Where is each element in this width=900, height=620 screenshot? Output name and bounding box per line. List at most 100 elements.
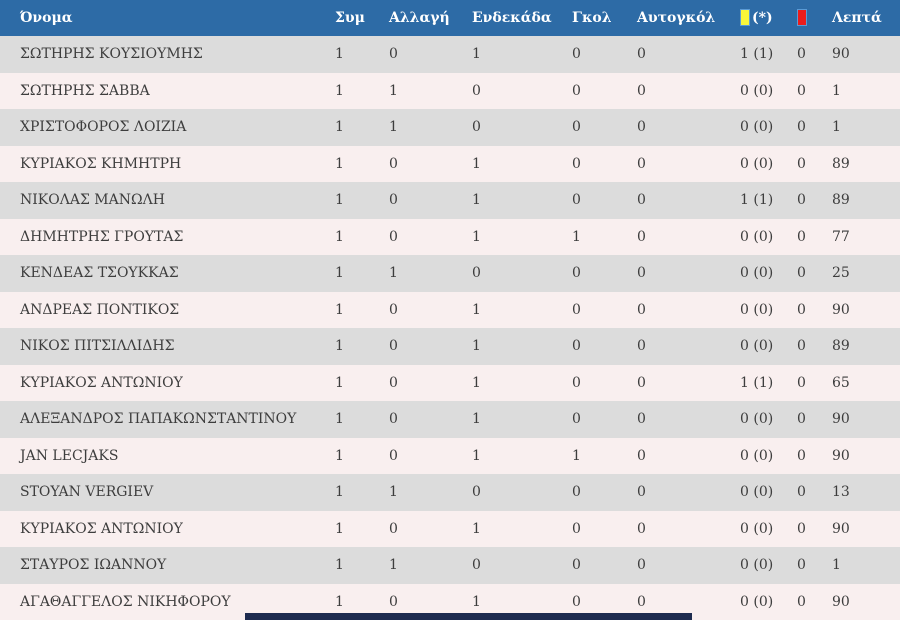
column-header-red <box>797 0 832 36</box>
cell-endekada: 0 <box>472 82 481 99</box>
column-label-lepta: Λεπτά <box>832 10 882 26</box>
cell-yellow: 0 (0) <box>740 338 774 355</box>
cell-lepta: 90 <box>832 301 850 318</box>
cell-red: 0 <box>797 82 806 99</box>
table-row: ΚΕΝΔΕΑΣ ΤΣΟΥΚΚΑΣ 1 1 0 0 0 0 (0) 0 25 <box>0 255 900 292</box>
cell-red: 0 <box>797 520 806 537</box>
cell-allagi: 0 <box>389 301 398 318</box>
cell-lepta: 1 <box>832 119 841 136</box>
cell-sym: 1 <box>335 82 344 99</box>
cell-endekada: 1 <box>472 301 481 318</box>
cell-red: 0 <box>797 228 806 245</box>
cell-autogkol: 0 <box>637 338 646 355</box>
cell-name: ΣΤΑΥΡΟΣ ΙΩΑΝΝΟΥ <box>20 557 167 574</box>
cell-allagi: 0 <box>389 593 398 610</box>
cell-yellow: 0 (0) <box>740 593 774 610</box>
cell-red: 0 <box>797 192 806 209</box>
cell-allagi: 1 <box>389 82 398 99</box>
cell-name: ΝΙΚΟΣ ΠΙΤΣΙΛΛΙΔΗΣ <box>20 338 175 355</box>
cell-gkol: 0 <box>572 338 581 355</box>
cell-sym: 1 <box>335 265 344 282</box>
column-header-gkol: Γκολ <box>572 0 637 36</box>
cell-name: STOYAN VERGIEV <box>20 484 154 501</box>
cell-red: 0 <box>797 593 806 610</box>
column-header-endekada: Ενδεκάδα <box>472 0 572 36</box>
cell-autogkol: 0 <box>637 447 646 464</box>
cell-gkol: 0 <box>572 557 581 574</box>
cell-red: 0 <box>797 411 806 428</box>
cell-sym: 1 <box>335 46 344 63</box>
cell-allagi: 0 <box>389 192 398 209</box>
cell-gkol: 1 <box>572 228 581 245</box>
column-header-autogkol: Αυτογκόλ <box>637 0 740 36</box>
cell-name: JAN LECJAKS <box>20 447 119 464</box>
cell-gkol: 0 <box>572 520 581 537</box>
column-label-name: Όνομα <box>20 10 73 26</box>
cell-autogkol: 0 <box>637 192 646 209</box>
cell-autogkol: 0 <box>637 557 646 574</box>
column-header-sym: Συμ <box>335 0 389 36</box>
cell-endekada: 1 <box>472 374 481 391</box>
cell-red: 0 <box>797 46 806 63</box>
cell-allagi: 1 <box>389 119 398 136</box>
cell-autogkol: 0 <box>637 228 646 245</box>
cell-yellow: 0 (0) <box>740 411 774 428</box>
cell-allagi: 0 <box>389 447 398 464</box>
cell-gkol: 0 <box>572 301 581 318</box>
cell-lepta: 89 <box>832 155 850 172</box>
cell-gkol: 0 <box>572 593 581 610</box>
cell-allagi: 0 <box>389 228 398 245</box>
cell-autogkol: 0 <box>637 411 646 428</box>
cell-name: ΣΩΤΗΡΗΣ ΚΟΥΣΙΟΥΜΗΣ <box>20 46 203 63</box>
cell-lepta: 65 <box>832 374 850 391</box>
table-header: Όνομα Συμ Αλλαγή Ενδεκάδα Γκολ Αυτογκόλ (*) Λεπ… <box>0 0 900 36</box>
cell-lepta: 90 <box>832 46 850 63</box>
cell-endekada: 1 <box>472 520 481 537</box>
column-label-sym: Συμ <box>335 10 365 26</box>
column-label-endekada: Ενδεκάδα <box>472 10 552 26</box>
cell-yellow: 0 (0) <box>740 557 774 574</box>
cell-name: ΝΙΚΟΛΑΣ ΜΑΝΩΛΗ <box>20 192 165 209</box>
cell-sym: 1 <box>335 119 344 136</box>
bottom-strip <box>245 613 692 620</box>
cell-sym: 1 <box>335 192 344 209</box>
cell-name: ΚΥΡΙΑΚΟΣ ΑΝΤΩΝΙΟΥ <box>20 520 183 537</box>
cell-gkol: 0 <box>572 119 581 136</box>
cell-lepta: 89 <box>832 338 850 355</box>
cell-gkol: 0 <box>572 192 581 209</box>
cell-red: 0 <box>797 484 806 501</box>
cell-gkol: 1 <box>572 447 581 464</box>
cell-autogkol: 0 <box>637 46 646 63</box>
cell-yellow: 1 (1) <box>740 374 774 391</box>
cell-red: 0 <box>797 301 806 318</box>
table-row: ΝΙΚΟΣ ΠΙΤΣΙΛΛΙΔΗΣ 1 0 1 0 0 0 (0) 0 89 <box>0 328 900 365</box>
table-row: ΑΛΕΞΑΝΔΡΟΣ ΠΑΠΑΚΩΝΣΤΑΝΤΙΝΟΥ 1 0 1 0 0 0 (0) 0 90 <box>0 401 900 438</box>
cell-endekada: 1 <box>472 192 481 209</box>
cell-lepta: 89 <box>832 192 850 209</box>
cell-autogkol: 0 <box>637 82 646 99</box>
column-header-name: Όνομα <box>0 0 335 36</box>
cell-red: 0 <box>797 119 806 136</box>
cell-endekada: 1 <box>472 46 481 63</box>
cell-name: ΑΓΑΘΑΓΓΕΛΟΣ ΝΙΚΗΦΟΡΟΥ <box>20 593 231 610</box>
cell-allagi: 0 <box>389 520 398 537</box>
column-header-yellow: (*) <box>740 0 797 36</box>
cell-lepta: 90 <box>832 447 850 464</box>
cell-autogkol: 0 <box>637 593 646 610</box>
cell-name: ΣΩΤΗΡΗΣ ΣΑΒΒΑ <box>20 82 150 99</box>
table-row: ΝΙΚΟΛΑΣ ΜΑΝΩΛΗ 1 0 1 0 0 1 (1) 0 89 <box>0 182 900 219</box>
cell-allagi: 0 <box>389 338 398 355</box>
cell-name: ΑΝΔΡΕΑΣ ΠΟΝΤΙΚΟΣ <box>20 301 180 318</box>
cell-sym: 1 <box>335 557 344 574</box>
cell-name: ΚΥΡΙΑΚΟΣ ΚΗΜΗΤΡΗ <box>20 155 182 172</box>
cell-autogkol: 0 <box>637 155 646 172</box>
column-label-yellow: (*) <box>752 10 773 26</box>
table-body: ΣΩΤΗΡΗΣ ΚΟΥΣΙΟΥΜΗΣ 1 0 1 0 0 1 (1) 0 90 ΣΩΤΗΡΗΣ Σ… <box>0 36 900 620</box>
cell-red: 0 <box>797 557 806 574</box>
cell-gkol: 0 <box>572 46 581 63</box>
cell-endekada: 1 <box>472 338 481 355</box>
cell-yellow: 0 (0) <box>740 82 774 99</box>
cell-yellow: 0 (0) <box>740 447 774 464</box>
table-row: ΣΤΑΥΡΟΣ ΙΩΑΝΝΟΥ 1 1 0 0 0 0 (0) 0 1 <box>0 547 900 584</box>
cell-lepta: 1 <box>832 557 841 574</box>
